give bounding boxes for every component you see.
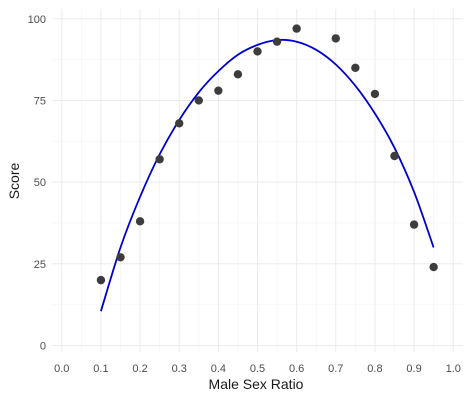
data-point [409,220,419,229]
data-point [429,262,438,272]
x-tick-label: 1.0 [446,363,461,375]
data-point [331,34,340,43]
data-point [175,119,184,128]
y-tick-label: 100 [28,14,46,26]
x-tick-label: 0.4 [211,363,226,375]
y-tick-label: 0 [40,340,46,352]
fit-curve-group [100,38,435,312]
data-point [272,37,282,46]
y-tick-label: 50 [34,177,46,189]
x-tick-label: 0.7 [328,363,343,375]
x-tick-label: 0.6 [289,363,304,375]
y-tick-label: 75 [34,95,46,107]
major-gridlines [52,9,463,352]
data-point [390,151,399,161]
data-point [135,217,145,226]
x-tick-label: 0.1 [93,363,108,375]
data-point [253,47,262,56]
data-point [194,96,203,105]
x-tick-label: 0.0 [54,363,69,375]
data-point [96,275,106,285]
x-axis-title: Male Sex Ratio [209,376,304,392]
x-tick-label: 0.8 [367,363,382,375]
y-axis-title: Score [6,163,22,200]
data-point [155,155,164,164]
data-point [116,253,125,262]
data-points-group [96,24,438,285]
fit-curve [100,38,435,312]
y-tick-label: 25 [34,259,46,271]
x-tick-label: 0.2 [132,363,147,375]
data-point [370,89,380,99]
data-point [233,70,243,79]
x-axis-tick-labels: 0.0 0.1 0.2 0.3 0.4 0.5 0.6 0.7 0.8 0.9 1.0 [54,363,461,375]
y-axis-tick-labels: 0 25 50 75 100 [28,14,46,353]
x-tick-label: 0.9 [406,363,421,375]
x-tick-label: 0.3 [172,363,187,375]
data-point [351,63,360,72]
x-tick-label: 0.5 [250,363,265,375]
data-point [292,24,301,33]
data-point [214,86,223,95]
